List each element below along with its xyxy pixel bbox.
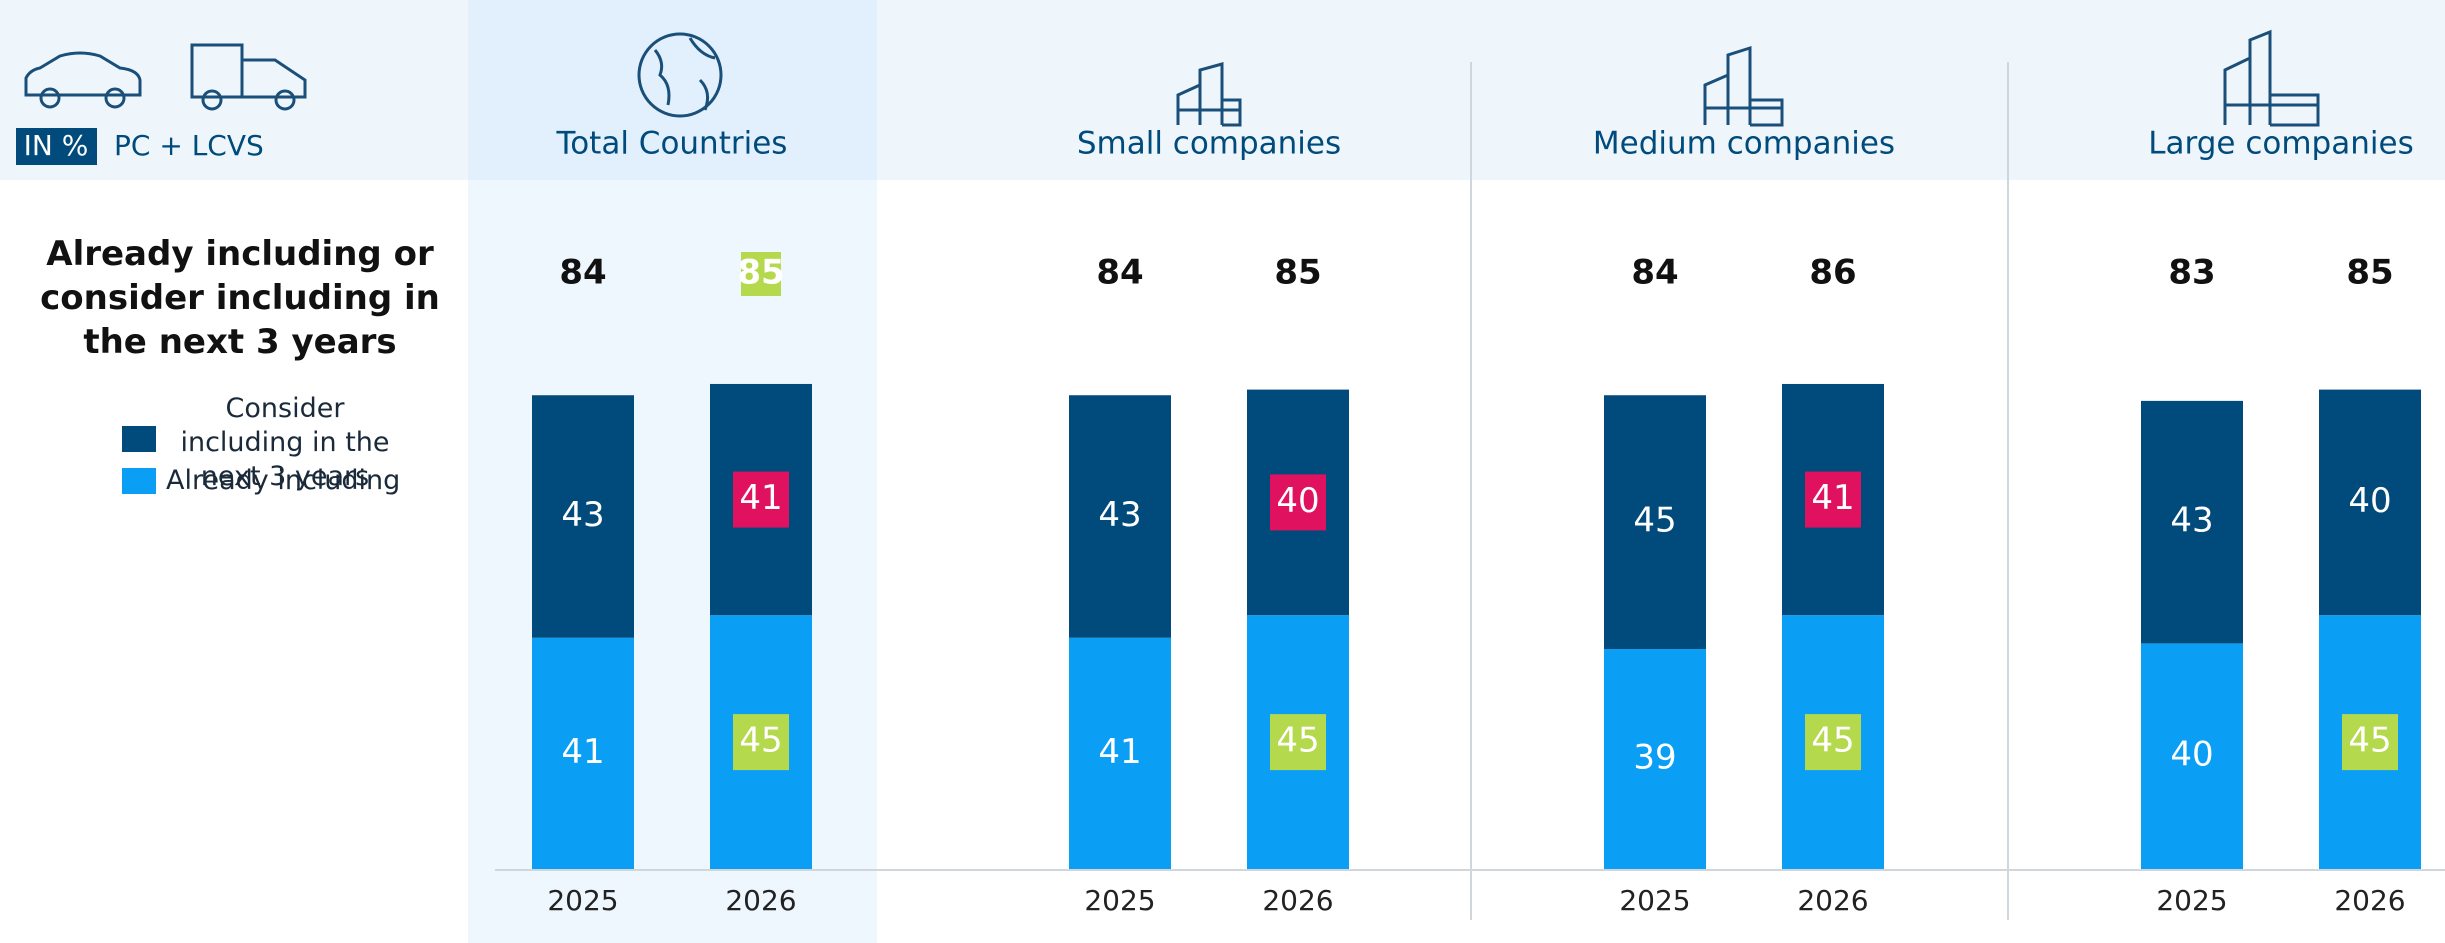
bar-segment	[1604, 649, 1706, 869]
x-tick-label: 2025	[547, 884, 618, 917]
bar-segment	[2141, 400, 2243, 644]
label-highlight	[2342, 714, 2398, 771]
bar-segment	[2141, 643, 2243, 869]
total-label: 84	[559, 253, 606, 293]
data-label: 41	[739, 478, 782, 518]
x-tick-label: 2026	[1262, 884, 1333, 917]
bar-segment	[1069, 637, 1171, 869]
data-label: 40	[1276, 481, 1319, 521]
label-highlight	[1270, 714, 1326, 771]
data-label: 41	[1811, 478, 1854, 518]
legend-label: Consider including in the next 3 years	[180, 393, 390, 492]
subtitle: Already including or consider including …	[40, 234, 440, 362]
total-label: 85	[1274, 253, 1321, 293]
total-label: 84	[1631, 253, 1678, 293]
label-highlight	[1805, 714, 1861, 771]
total-header	[468, 0, 877, 180]
data-label: 45	[1633, 501, 1676, 541]
total-label: 85	[737, 253, 784, 293]
data-label: 45	[1811, 721, 1854, 761]
vehicle-label: PC + LCVS	[114, 129, 264, 162]
total-highlight	[741, 252, 781, 296]
total-label: 86	[1809, 253, 1856, 293]
label-highlight	[733, 471, 789, 528]
group-title: Medium companies	[1593, 126, 1895, 162]
data-label: 39	[1633, 738, 1676, 778]
legend-label: Already including	[166, 465, 401, 496]
total-label: 84	[1096, 253, 1143, 293]
data-label: 45	[739, 721, 782, 761]
data-label: 43	[1098, 495, 1141, 535]
data-label: 40	[2348, 481, 2391, 521]
data-label: 43	[2170, 501, 2213, 541]
bar-segment	[2319, 389, 2421, 616]
data-label: 45	[2348, 721, 2391, 761]
unit-label: IN %	[24, 129, 89, 162]
group-title: Small companies	[1077, 126, 1341, 162]
group-title: Total Countries	[556, 126, 788, 162]
total-label: 85	[2346, 253, 2393, 293]
legend-swatch	[122, 468, 156, 494]
x-tick-label: 2026	[725, 884, 796, 917]
bar-segment	[532, 637, 634, 869]
data-label: 40	[2170, 735, 2213, 775]
data-label: 41	[1098, 732, 1141, 772]
bar-segment	[1604, 395, 1706, 650]
vehicle-icons	[24, 43, 307, 111]
bar-segment	[532, 395, 634, 638]
label-highlight	[733, 714, 789, 771]
group-title: Large companies	[2148, 126, 2413, 162]
unit-box	[16, 128, 97, 165]
data-label: 45	[1276, 721, 1319, 761]
x-tick-label: 2026	[1797, 884, 1868, 917]
total-label: 83	[2168, 253, 2215, 293]
data-label: 43	[561, 495, 604, 535]
x-tick-label: 2025	[1619, 884, 1690, 917]
group-icons	[637, 29, 2320, 127]
x-tick-label: 2026	[2334, 884, 2405, 917]
x-tick-label: 2025	[1084, 884, 1155, 917]
x-tick-label: 2025	[2156, 884, 2227, 917]
label-highlight	[1270, 474, 1326, 531]
data-label: 41	[561, 732, 604, 772]
bar-segment	[1069, 395, 1171, 638]
legend-swatch	[122, 426, 156, 452]
label-highlight	[1805, 471, 1861, 528]
